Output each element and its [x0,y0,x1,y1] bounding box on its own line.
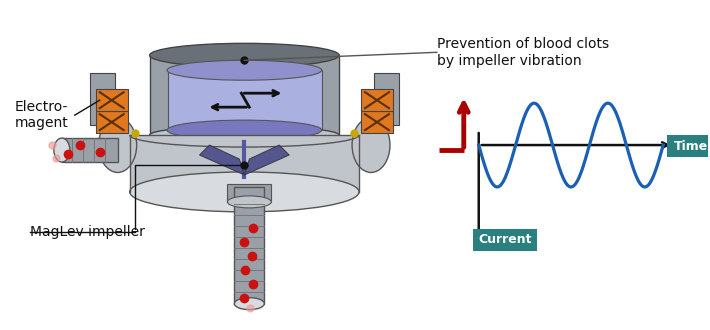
Ellipse shape [227,196,271,208]
Bar [89,73,115,125]
Bar [130,135,359,192]
Ellipse shape [352,117,390,173]
FancyBboxPatch shape [667,135,710,157]
Bar [234,187,264,304]
Ellipse shape [130,172,359,212]
Ellipse shape [99,117,136,173]
Bar [130,145,359,192]
Text: Current: Current [478,233,531,246]
Bar [168,70,322,130]
Bar [361,89,393,111]
Text: Electro-
magent: Electro- magent [15,100,69,130]
Ellipse shape [234,298,264,310]
Bar [361,111,393,133]
Bar [96,111,128,133]
Bar [227,184,271,202]
Bar [62,138,118,162]
Ellipse shape [167,60,322,80]
Polygon shape [200,145,244,175]
Text: Time: Time [674,140,708,152]
Ellipse shape [150,126,339,144]
Bar [374,73,399,125]
Polygon shape [244,145,289,175]
Ellipse shape [167,120,322,140]
Text: MagLev impeller: MagLev impeller [30,225,145,239]
Ellipse shape [54,138,70,162]
Bar [150,55,339,135]
Bar [96,89,128,111]
Text: Prevention of blood clots
by impeller vibration: Prevention of blood clots by impeller vi… [437,37,609,68]
Ellipse shape [150,43,339,67]
FancyBboxPatch shape [473,229,537,251]
